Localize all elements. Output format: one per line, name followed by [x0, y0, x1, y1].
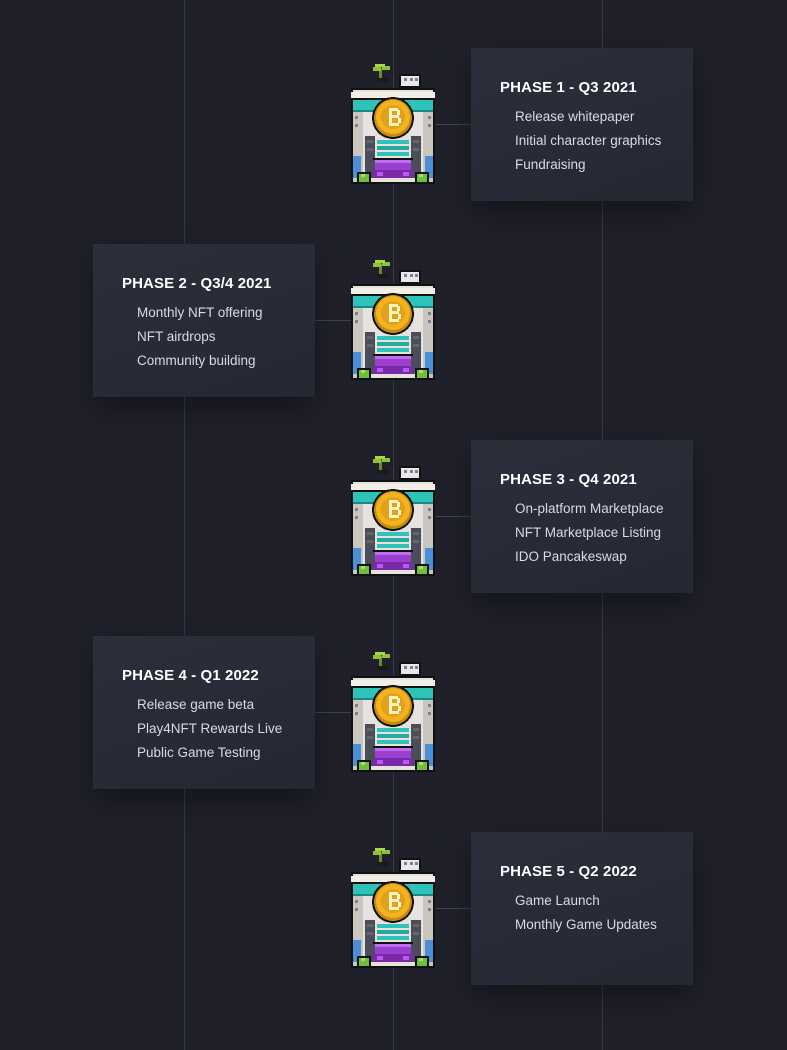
- phase-1-item: Initial character graphics: [515, 133, 662, 148]
- bitcoin-building-icon: [349, 848, 437, 970]
- bitcoin-building-icon: [349, 456, 437, 578]
- bitcoin-building-icon: [349, 260, 437, 382]
- phase-4-title: PHASE 4 - Q1 2022: [122, 667, 259, 684]
- phase-2-list: Monthly NFT offering NFT airdrops Commun…: [122, 301, 315, 373]
- phase-4-card: PHASE 4 - Q1 2022 Release game beta Play…: [93, 636, 315, 789]
- phase-3-item: NFT Marketplace Listing: [515, 525, 662, 540]
- phase-3-list: On-platform Marketplace NFT Marketplace …: [500, 497, 693, 569]
- bitcoin-building-icon: [349, 652, 437, 774]
- phase-2-item: NFT airdrops: [137, 329, 216, 344]
- phase-1-card: PHASE 1 - Q3 2021 Release whitepaper Ini…: [471, 48, 693, 201]
- phase-2-item: Monthly NFT offering: [137, 305, 263, 320]
- phase-5-card: PHASE 5 - Q2 2022 Game Launch Monthly Ga…: [471, 832, 693, 985]
- phase-1-item: Release whitepaper: [515, 109, 635, 124]
- phase-2-card: PHASE 2 - Q3/4 2021 Monthly NFT offering…: [93, 244, 315, 397]
- phase-5-connector: [436, 908, 471, 909]
- phase-3-item: IDO Pancakeswap: [515, 549, 627, 564]
- phase-3-card: PHASE 3 - Q4 2021 On-platform Marketplac…: [471, 440, 693, 593]
- phase-2-title: PHASE 2 - Q3/4 2021: [122, 275, 272, 292]
- phase-1-list: Release whitepaper Initial character gra…: [500, 105, 693, 177]
- phase-4-item: Release game beta: [137, 697, 255, 712]
- phase-5-item: Game Launch: [515, 893, 600, 908]
- phase-4-list: Release game beta Play4NFT Rewards Live …: [122, 693, 315, 765]
- phase-2-item: Community building: [137, 353, 256, 368]
- phase-1-title: PHASE 1 - Q3 2021: [500, 79, 637, 96]
- timeline-line-left: [184, 0, 185, 1050]
- phase-3-item: On-platform Marketplace: [515, 501, 664, 516]
- bitcoin-building-icon: [349, 64, 437, 186]
- phase-3-connector: [436, 516, 471, 517]
- phase-4-item: Public Game Testing: [137, 745, 261, 760]
- phase-3-title: PHASE 3 - Q4 2021: [500, 471, 637, 488]
- phase-1-connector: [436, 124, 471, 125]
- phase-5-title: PHASE 5 - Q2 2022: [500, 863, 637, 880]
- phase-4-connector: [315, 712, 351, 713]
- phase-4-item: Play4NFT Rewards Live: [137, 721, 283, 736]
- phase-5-list: Game Launch Monthly Game Updates: [500, 889, 693, 937]
- phase-2-connector: [315, 320, 351, 321]
- phase-1-item: Fundraising: [515, 157, 586, 172]
- phase-5-item: Monthly Game Updates: [515, 917, 657, 932]
